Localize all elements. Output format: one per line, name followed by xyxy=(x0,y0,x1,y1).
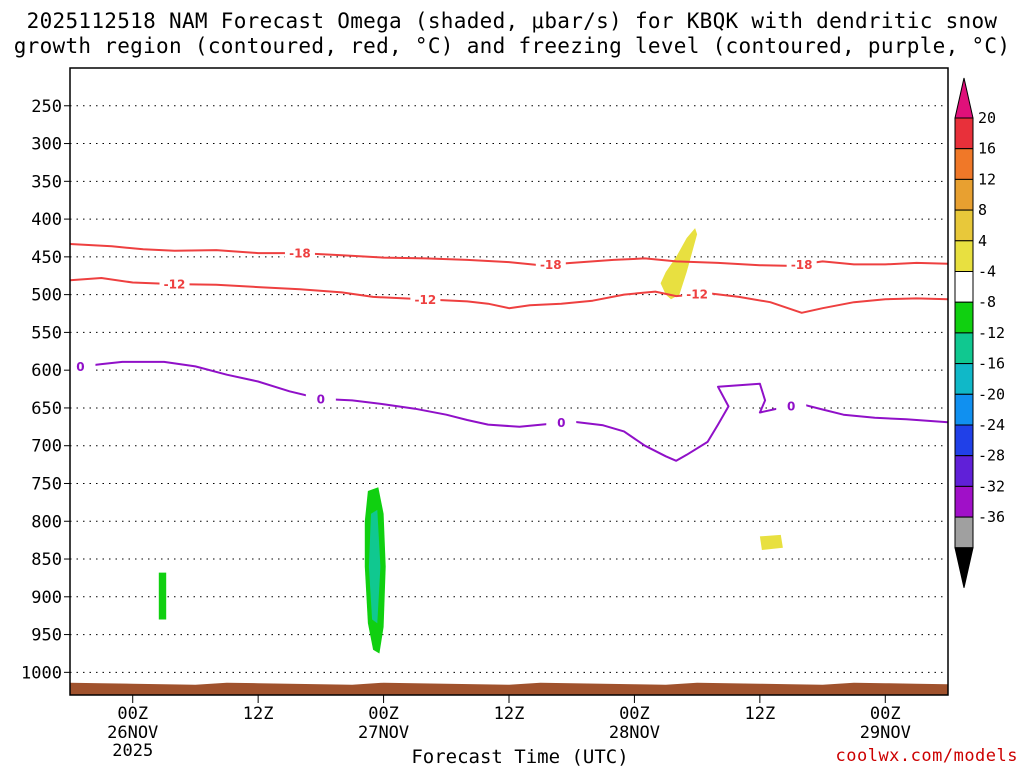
contour-label: 0 xyxy=(557,416,565,430)
x-tick-date: 26NOV xyxy=(107,723,158,743)
omega-shaded-region xyxy=(759,534,783,550)
y-tick-label: 550 xyxy=(31,323,62,343)
colorbar-bin xyxy=(954,178,974,211)
contour-label-bg xyxy=(546,415,577,430)
watermark: coolwx.com/models xyxy=(835,746,1018,766)
colorbar-label: 12 xyxy=(978,170,996,188)
y-axis-ticks: 250 300 350 400 450 500 550 600 650 700 750 800 850 9… xyxy=(21,97,70,683)
contour-label-bg xyxy=(786,257,817,272)
chart-title-line-1: 2025112518 NAM Forecast Omega (shaded, μ… xyxy=(26,9,998,33)
colorbar-label: -36 xyxy=(978,508,1005,526)
contour-label: -18 xyxy=(289,247,311,261)
grid-lines xyxy=(70,105,948,673)
omega-shaded-region xyxy=(368,509,381,624)
contour-label-bg xyxy=(682,287,713,302)
y-tick-label: 850 xyxy=(31,550,62,570)
x-tick-label: 00Z xyxy=(870,704,901,724)
contour-label: 0 xyxy=(76,360,84,374)
y-tick-label: 750 xyxy=(31,474,62,494)
contour-label-bg xyxy=(305,391,336,406)
colorbar-bin xyxy=(954,455,974,487)
colorbar-bin xyxy=(954,516,974,549)
y-tick-label: 500 xyxy=(31,286,62,306)
colorbar-label: -20 xyxy=(978,385,1005,403)
colorbar-label: 8 xyxy=(978,201,987,219)
colorbar-bin xyxy=(954,485,974,518)
colorbar-label: -32 xyxy=(978,477,1005,495)
colorbar-bin xyxy=(954,209,974,242)
colorbar: 20 16 12 8 4 -4 -8 -12 -16 -20 -24 -28 -32 -36 xyxy=(954,77,1005,588)
contour-label: -12 xyxy=(415,293,437,307)
x-tick-date: 27NOV xyxy=(358,723,409,743)
y-tick-label: 450 xyxy=(31,248,62,268)
contour-label: -18 xyxy=(540,258,562,272)
colorbar-bin xyxy=(954,117,974,150)
y-tick-label: 400 xyxy=(31,210,62,230)
omega-shaded-region xyxy=(158,572,167,620)
colorbar-label: 16 xyxy=(978,140,996,158)
y-tick-label: 700 xyxy=(31,437,62,457)
y-tick-label: 350 xyxy=(31,172,62,192)
colorbar-bin xyxy=(954,332,974,365)
contour-label: 0 xyxy=(787,400,795,414)
omega-shading xyxy=(158,228,783,654)
x-tick-date: 28NOV xyxy=(609,723,660,743)
colorbar-label: -24 xyxy=(978,416,1005,434)
colorbar-top-arrow xyxy=(954,77,974,119)
plot-frame xyxy=(69,67,949,696)
x-tick-label: 00Z xyxy=(117,704,148,724)
x-tick-label: 00Z xyxy=(619,704,650,724)
x-tick-label: 00Z xyxy=(368,704,399,724)
colorbar-label: -8 xyxy=(978,293,996,311)
colorbar-bin xyxy=(954,301,974,334)
contour-label-bg xyxy=(410,292,441,307)
x-axis-label: Forecast Time (UTC) xyxy=(411,746,629,768)
contour-label-bg xyxy=(535,257,566,272)
ground-terrain xyxy=(70,682,948,695)
contour-label: -12 xyxy=(164,278,186,292)
y-tick-label: 300 xyxy=(31,135,62,155)
chart-title-line-2: growth region (contoured, red, °C) and f… xyxy=(13,34,1011,58)
colorbar-label: 20 xyxy=(978,109,996,127)
x-tick-label: 12Z xyxy=(744,704,775,724)
colorbar-label: -4 xyxy=(978,263,996,281)
contour-label: 0 xyxy=(317,392,325,406)
y-tick-label: 900 xyxy=(31,588,62,608)
contour-lines: -18 -18 -18 -12 -12 -12 0 0 0 0 xyxy=(65,243,949,462)
colorbar-label: -28 xyxy=(978,447,1005,465)
contour-label-bg xyxy=(65,359,96,374)
x-tick-label: 12Z xyxy=(494,704,525,724)
colorbar-bin xyxy=(954,271,974,303)
omega-shaded-region xyxy=(660,228,698,300)
colorbar-bin xyxy=(954,363,974,395)
x-tick-date: 29NOV xyxy=(860,723,911,743)
contour-label-bg xyxy=(284,246,315,261)
contour-label: -12 xyxy=(686,288,708,302)
y-tick-label: 650 xyxy=(31,399,62,419)
colorbar-bin xyxy=(954,240,974,273)
colorbar-label: -12 xyxy=(978,324,1005,342)
y-tick-label: 250 xyxy=(31,97,62,117)
contour-label-bg xyxy=(776,399,807,414)
y-tick-label: 1000 xyxy=(21,663,62,683)
x-tick-year: 2025 xyxy=(112,741,153,761)
y-tick-label: 800 xyxy=(31,512,62,532)
colorbar-bin xyxy=(954,424,974,457)
colorbar-bin xyxy=(954,393,974,426)
colorbar-label: 4 xyxy=(978,232,987,250)
colorbar-label: -16 xyxy=(978,355,1005,373)
contour-line xyxy=(69,360,949,462)
y-tick-label: 600 xyxy=(31,361,62,381)
y-tick-label: 950 xyxy=(31,626,62,646)
x-tick-label: 12Z xyxy=(243,704,274,724)
contour-label-bg xyxy=(159,277,190,292)
ground-fill xyxy=(70,682,948,695)
contour-label: -18 xyxy=(791,258,813,272)
colorbar-bottom-arrow xyxy=(954,547,974,588)
colorbar-bin xyxy=(954,148,974,180)
contour-line xyxy=(69,277,949,314)
